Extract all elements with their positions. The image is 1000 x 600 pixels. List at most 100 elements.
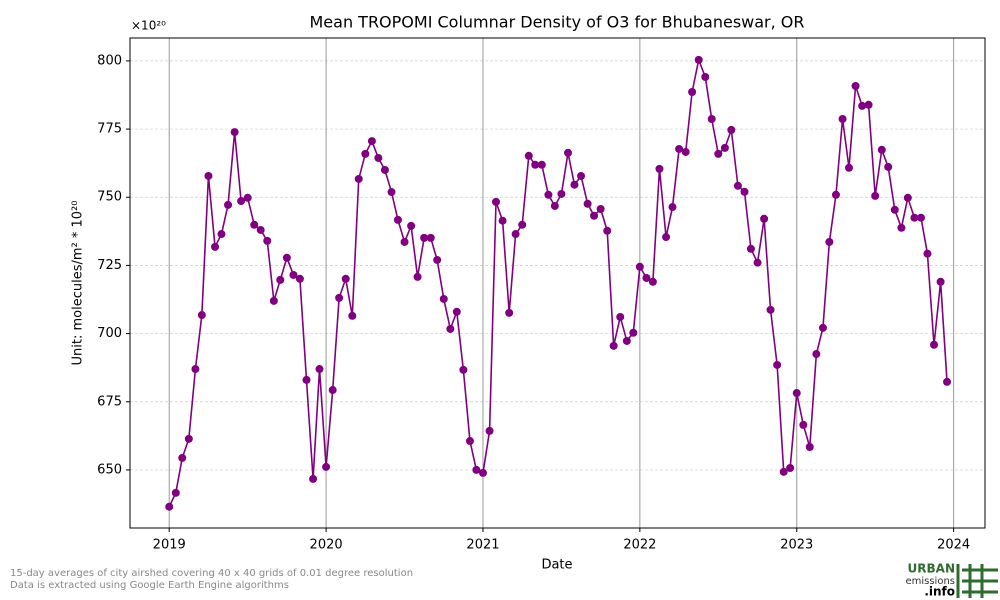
data-point <box>930 340 939 349</box>
data-point <box>446 324 455 333</box>
data-point <box>616 312 625 321</box>
data-point <box>583 199 592 208</box>
data-point <box>890 205 899 214</box>
y-tick-label: 800 <box>97 53 122 68</box>
data-point <box>393 215 402 224</box>
data-point <box>367 137 376 146</box>
data-point <box>505 308 514 317</box>
data-point <box>766 305 775 314</box>
data-point <box>439 294 448 303</box>
data-point <box>688 87 697 96</box>
data-point <box>295 274 304 283</box>
data-point <box>877 145 886 154</box>
data-point <box>348 311 357 320</box>
data-point <box>733 181 742 190</box>
data-point <box>871 191 880 200</box>
data-point <box>622 336 631 345</box>
data-point <box>727 125 736 134</box>
data-point <box>465 437 474 446</box>
data-point <box>426 233 435 242</box>
data-point <box>498 216 507 225</box>
data-point <box>760 214 769 223</box>
footnote: 15-day averages of city airshed covering… <box>10 568 413 579</box>
data-point <box>387 188 396 197</box>
data-point <box>694 55 703 64</box>
data-point <box>675 144 684 153</box>
data-point <box>354 174 363 183</box>
data-point <box>191 365 200 374</box>
data-point <box>701 72 710 81</box>
data-point <box>250 220 259 229</box>
data-point <box>263 236 272 245</box>
data-point <box>773 360 782 369</box>
data-point <box>557 189 566 198</box>
data-point <box>655 164 664 173</box>
data-point <box>478 468 487 477</box>
logo-text: URBAN <box>908 562 955 576</box>
data-point <box>217 230 226 239</box>
data-point <box>289 270 298 279</box>
data-point <box>165 502 174 511</box>
data-point <box>374 153 383 162</box>
data-point <box>668 203 677 212</box>
data-point <box>851 81 860 90</box>
data-point <box>936 277 945 286</box>
chart-title: Mean TROPOMI Columnar Density of O3 for … <box>309 13 804 32</box>
data-point <box>943 377 952 386</box>
logo: URBAN emissions .info <box>905 562 998 599</box>
data-point <box>407 221 416 230</box>
data-point <box>459 365 468 374</box>
data-point <box>335 293 344 302</box>
data-point <box>315 365 324 374</box>
data-point <box>609 341 618 350</box>
data-point <box>550 201 559 210</box>
data-point <box>211 242 220 251</box>
data-point <box>518 220 527 229</box>
data-point <box>838 114 847 123</box>
data-point <box>753 258 762 267</box>
data-point <box>204 171 213 180</box>
y-tick-label: 725 <box>97 258 122 273</box>
logo-icon <box>956 564 998 598</box>
data-point <box>400 237 409 246</box>
data-point <box>805 443 814 452</box>
data-point <box>786 464 795 473</box>
data-point <box>276 275 285 284</box>
x-tick-label: 2023 <box>780 538 813 553</box>
data-point <box>799 420 808 429</box>
x-tick-label: 2024 <box>937 538 970 553</box>
data-point <box>825 237 834 246</box>
data-point <box>740 187 749 196</box>
data-point <box>648 277 657 286</box>
data-point <box>746 244 755 253</box>
footnote: Data is extracted using Google Earth Eng… <box>10 580 289 591</box>
data-point <box>243 193 252 202</box>
y-tick-label: 650 <box>97 462 122 477</box>
data-point <box>420 233 429 242</box>
data-point <box>472 465 481 474</box>
data-point <box>707 114 716 123</box>
data-point <box>884 162 893 171</box>
data-point <box>322 462 331 471</box>
y-axis-label: Unit: molecules/m² * 10²⁰ <box>71 201 86 366</box>
data-point <box>603 226 612 235</box>
data-point <box>524 151 533 160</box>
data-point <box>269 296 278 305</box>
data-point <box>224 200 233 209</box>
data-point <box>302 375 311 384</box>
data-point <box>714 149 723 158</box>
data-point <box>328 386 337 395</box>
data-point <box>492 197 501 206</box>
x-axis-label: Date <box>541 558 572 573</box>
data-point <box>577 171 586 180</box>
data-point <box>858 101 867 110</box>
x-tick-label: 2020 <box>310 538 343 553</box>
data-point <box>564 148 573 157</box>
y-tick-label: 675 <box>97 394 122 409</box>
data-point <box>864 100 873 109</box>
x-tick-label: 2022 <box>623 538 656 553</box>
data-point <box>433 255 442 264</box>
plot-frame <box>129 37 986 529</box>
y-tick-label: 775 <box>97 122 122 137</box>
data-point <box>256 225 265 234</box>
